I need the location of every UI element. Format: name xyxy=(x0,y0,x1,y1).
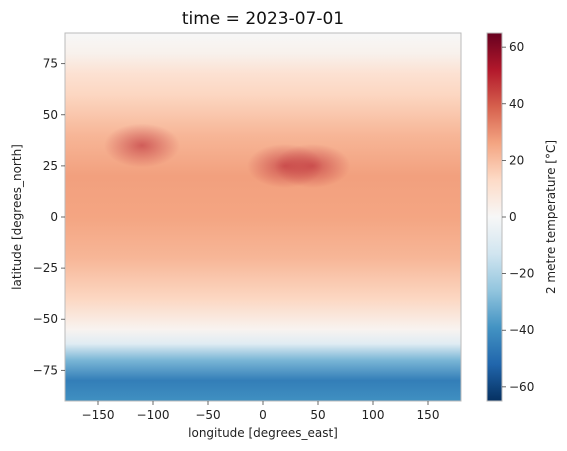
colorbar xyxy=(487,33,502,401)
colorbar-tick-label: 0 xyxy=(509,210,517,224)
hotspot-2 xyxy=(104,123,180,168)
chart-title: time = 2023-07-01 xyxy=(182,9,344,29)
y-tick-label: 75 xyxy=(43,57,58,71)
x-axis-label: longitude [degrees_east] xyxy=(188,426,338,440)
colorbar-tick-label: 20 xyxy=(509,153,524,167)
y-axis-ticks: −75 −50 −25 0 25 50 75 xyxy=(33,57,65,377)
x-tick-label: −100 xyxy=(137,408,170,422)
colorbar-ticks: 60 40 20 0 −20 −40 −60 xyxy=(502,40,534,394)
x-tick-label: −50 xyxy=(195,408,220,422)
x-tick-label: −150 xyxy=(82,408,115,422)
x-tick-label: 150 xyxy=(417,408,440,422)
y-tick-label: 25 xyxy=(43,159,58,173)
x-tick-label: 100 xyxy=(362,408,385,422)
colorbar-tick-label: −60 xyxy=(509,380,534,394)
y-tick-label: 0 xyxy=(50,210,58,224)
y-tick-label: 50 xyxy=(43,108,58,122)
plot-area xyxy=(65,33,461,401)
colorbar-tick-label: −20 xyxy=(509,267,534,281)
colorbar-label: 2 metre temperature [°C] xyxy=(544,140,558,294)
y-tick-label: −50 xyxy=(33,312,58,326)
temperature-field xyxy=(65,33,461,401)
hotspot-1 xyxy=(274,143,351,188)
x-axis-ticks: −150 −100 −50 0 50 100 150 xyxy=(82,401,440,422)
y-axis-label: latitude [degrees_north] xyxy=(10,144,24,290)
y-tick-label: −25 xyxy=(33,261,58,275)
colorbar-tick-label: 60 xyxy=(509,40,524,54)
y-tick-label: −75 xyxy=(33,363,58,377)
x-tick-label: 0 xyxy=(259,408,267,422)
colorbar-tick-label: 40 xyxy=(509,97,524,111)
colorbar-tick-label: −40 xyxy=(509,323,534,337)
x-tick-label: 50 xyxy=(310,408,325,422)
